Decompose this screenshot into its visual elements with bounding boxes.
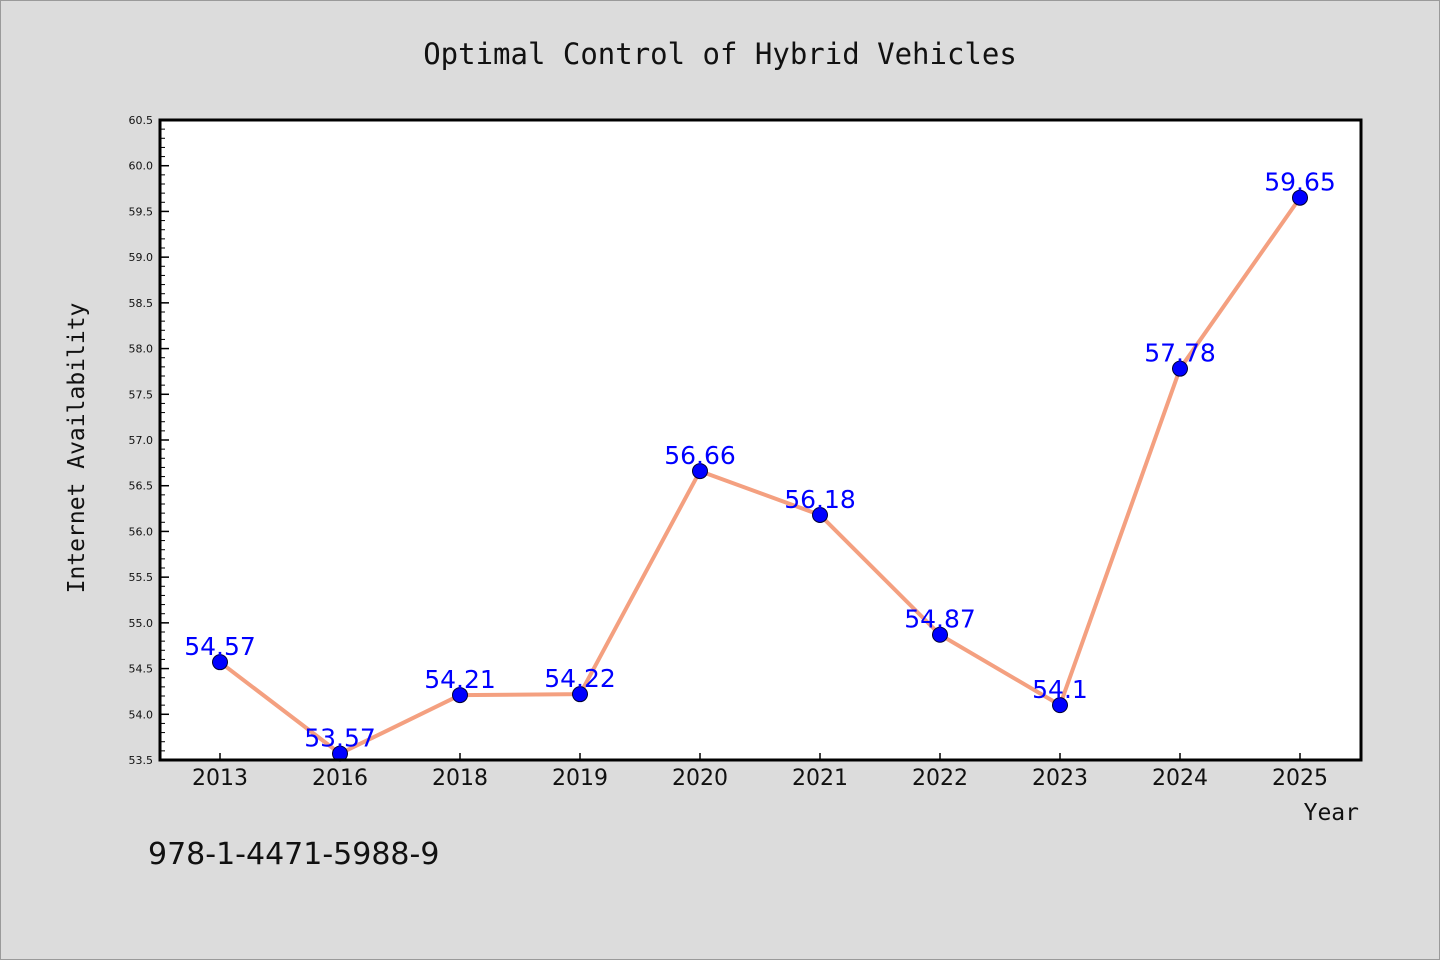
- data-labels: 54.57 53.57 54.21 54.22 56.66 56.18 54.87 54.1 5…: [184, 168, 1336, 753]
- x-tick-label: 2024: [1152, 766, 1208, 791]
- y-tick-label: 59.5: [129, 205, 154, 218]
- x-tick-label: 2019: [552, 766, 608, 791]
- data-label: 54.57: [184, 632, 256, 661]
- data-point: [212, 654, 228, 671]
- isbn-annotation: 978-1-4471-5988-9: [148, 837, 439, 872]
- data-label: 57.78: [1144, 339, 1216, 368]
- data-point: [452, 687, 468, 704]
- data-label: 56.18: [784, 485, 856, 514]
- x-tick-label: 2020: [672, 766, 728, 791]
- data-label: 54.87: [904, 605, 976, 634]
- y-tick-label: 56.0: [129, 525, 154, 538]
- x-tick-label: 2023: [1032, 766, 1088, 791]
- data-point: [1052, 697, 1068, 714]
- y-axis-label: Internet Availability: [64, 303, 90, 594]
- data-point: [932, 626, 948, 643]
- data-point: [812, 506, 828, 523]
- y-tick-label: 58.5: [129, 297, 154, 310]
- y-tick-label: 55.0: [129, 617, 154, 630]
- y-tick-label: 60.0: [129, 160, 154, 173]
- x-axis-ticks: 2013 2016 2018 2019 2020 2021 2022 2023 2024 2025: [192, 753, 1328, 791]
- y-tick-label: 60.5: [129, 114, 154, 127]
- y-tick-label: 54.5: [129, 663, 154, 676]
- data-label: 56.66: [664, 441, 736, 470]
- x-tick-label: 2016: [312, 766, 368, 791]
- x-tick-label: 2022: [912, 766, 968, 791]
- plot-border: [158, 118, 1363, 762]
- data-label: 54.21: [424, 665, 496, 694]
- x-tick-label: 2018: [432, 766, 488, 791]
- x-tick-label: 2021: [792, 766, 848, 791]
- y-tick-label: 54.0: [129, 708, 154, 721]
- data-label: 54.1: [1032, 675, 1088, 704]
- series-line: [218, 195, 1302, 756]
- data-markers: [212, 189, 1308, 762]
- y-tick-label: 57.5: [129, 388, 154, 401]
- plot-area: [160, 120, 1361, 760]
- x-axis-label: Year: [1304, 800, 1359, 826]
- y-axis-ticks: 53.5 54.0 54.5 55.0 55.5 56.0 56.5 57.0 57.5 58.0…: [129, 114, 169, 767]
- data-point: [692, 463, 708, 480]
- y-tick-label: 55.5: [129, 571, 154, 584]
- data-label: 59.65: [1264, 168, 1336, 197]
- y-tick-label: 53.5: [129, 754, 154, 767]
- y-tick-label: 59.0: [129, 251, 154, 264]
- x-tick-label: 2013: [192, 766, 248, 791]
- data-label: 54.22: [544, 664, 616, 693]
- data-point: [572, 686, 588, 703]
- y-tick-label: 56.5: [129, 480, 154, 493]
- y-tick-label: 57.0: [129, 434, 154, 447]
- y-tick-label: 58.0: [129, 343, 154, 356]
- data-point: [1172, 360, 1188, 377]
- data-label: 53.57: [304, 724, 376, 753]
- x-tick-label: 2025: [1272, 766, 1328, 791]
- chart-title: Optimal Control of Hybrid Vehicles: [423, 37, 1017, 71]
- data-point: [1292, 189, 1308, 206]
